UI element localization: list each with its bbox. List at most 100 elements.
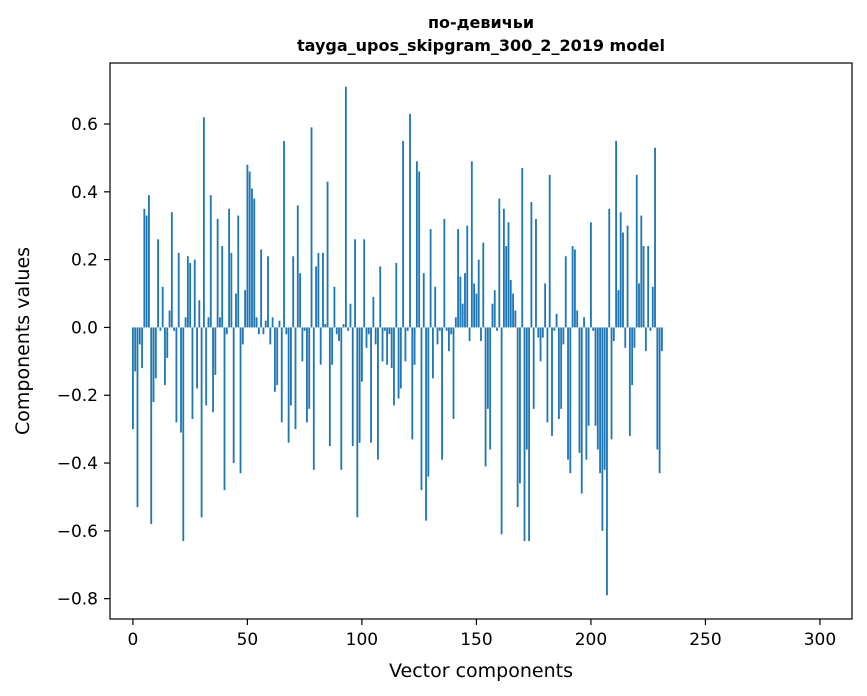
bar xyxy=(507,222,510,328)
bar xyxy=(509,279,512,328)
bar xyxy=(464,273,466,328)
bar xyxy=(292,256,295,328)
bar xyxy=(457,229,460,328)
bar xyxy=(228,208,230,328)
bar xyxy=(166,327,169,358)
bar xyxy=(571,246,574,328)
bar xyxy=(212,327,214,413)
y-tick-label: 0.0 xyxy=(71,318,98,338)
bar xyxy=(596,327,599,450)
bar xyxy=(317,252,320,328)
bar xyxy=(322,252,324,328)
bar xyxy=(587,327,590,426)
bar xyxy=(576,310,579,328)
bar xyxy=(177,252,180,328)
bar xyxy=(569,327,572,474)
bar xyxy=(175,327,178,423)
bar xyxy=(560,327,563,409)
bar xyxy=(333,286,336,328)
y-tick-label: −0.2 xyxy=(57,386,98,406)
bar xyxy=(248,171,251,328)
x-tick-label: 0 xyxy=(127,630,138,650)
bar xyxy=(349,303,352,328)
bar xyxy=(370,327,372,443)
bar xyxy=(431,327,434,379)
y-tick-label: −0.4 xyxy=(57,454,98,474)
bar xyxy=(308,327,311,409)
chart-subtitle: tayga_upos_skipgram_300_2_2019 model xyxy=(297,36,665,55)
bar xyxy=(626,225,629,328)
bar xyxy=(186,256,189,328)
bar xyxy=(512,293,514,328)
bar xyxy=(219,317,221,328)
x-tick-label: 150 xyxy=(460,630,492,650)
bar xyxy=(251,188,253,328)
bar xyxy=(287,327,290,443)
bar xyxy=(164,327,166,386)
bar xyxy=(530,202,533,328)
bar xyxy=(606,327,608,596)
bar xyxy=(500,327,503,535)
bar xyxy=(544,283,547,328)
bar xyxy=(647,246,650,328)
bar xyxy=(628,327,631,436)
bar xyxy=(379,266,382,328)
bar xyxy=(235,293,237,328)
bar xyxy=(578,327,581,453)
bar xyxy=(601,327,604,531)
bar xyxy=(535,218,537,328)
bar xyxy=(319,327,322,365)
bar xyxy=(473,283,476,328)
bar xyxy=(427,327,430,477)
bar xyxy=(528,327,531,542)
bar xyxy=(338,327,340,341)
y-tick-label: −0.8 xyxy=(57,590,98,610)
bar xyxy=(152,327,155,403)
bar xyxy=(223,327,226,491)
bar xyxy=(404,327,407,362)
bar xyxy=(189,263,192,328)
bar xyxy=(136,327,139,508)
bar xyxy=(209,195,212,328)
bar xyxy=(521,168,524,328)
bar xyxy=(285,327,288,335)
bar xyxy=(599,327,601,474)
bar xyxy=(237,215,240,328)
bar xyxy=(269,327,272,345)
bar xyxy=(356,327,359,518)
bar xyxy=(615,140,618,328)
bar xyxy=(594,327,597,426)
bar xyxy=(592,327,595,331)
bar xyxy=(255,317,258,328)
bar xyxy=(425,327,427,521)
bar xyxy=(557,327,560,419)
bar xyxy=(498,198,501,328)
bar xyxy=(454,317,457,328)
bar xyxy=(145,215,148,328)
bar xyxy=(409,113,411,328)
bar xyxy=(610,327,613,440)
bar xyxy=(445,327,448,331)
bar xyxy=(134,327,137,372)
bar xyxy=(221,246,224,328)
bar xyxy=(283,140,285,328)
bar xyxy=(399,327,402,389)
bar xyxy=(638,283,640,328)
bar xyxy=(438,327,441,331)
bar xyxy=(253,198,256,328)
bar xyxy=(148,195,150,328)
bar xyxy=(225,327,228,335)
bar xyxy=(567,327,569,460)
bar xyxy=(159,327,162,331)
bar xyxy=(656,327,659,450)
bar xyxy=(477,259,480,328)
y-axis-ticks: −0.8 −0.6 −0.4 −0.2 0.0 0.2 0.4 0.6 xyxy=(57,115,110,610)
bar xyxy=(489,327,492,450)
bar xyxy=(555,313,558,328)
bar xyxy=(633,327,636,348)
bar xyxy=(388,327,391,335)
bar xyxy=(276,327,279,386)
bar xyxy=(661,327,663,352)
bar xyxy=(264,320,267,328)
